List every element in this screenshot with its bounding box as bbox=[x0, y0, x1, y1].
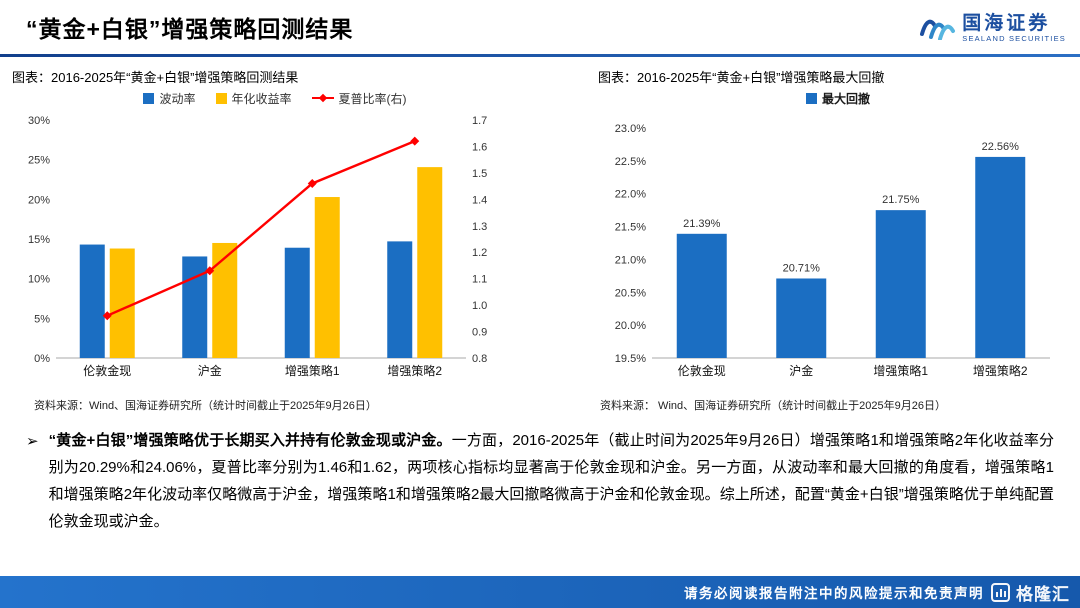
footer-bar: 请务必阅读报告附注中的风险提示和免责声明 格隆汇 bbox=[0, 576, 1080, 608]
legend-label: 夏普比率(右) bbox=[338, 91, 407, 106]
chart-text: 21.0% bbox=[615, 254, 646, 266]
chart-text: 25% bbox=[28, 155, 50, 167]
legend-item: 最大回撤 bbox=[805, 90, 870, 107]
legend-label: 最大回撤 bbox=[821, 91, 870, 106]
chart-text: 增强策略1 bbox=[873, 363, 928, 378]
bar bbox=[875, 210, 926, 358]
bar bbox=[387, 241, 413, 358]
chart-text: 0% bbox=[34, 353, 50, 365]
bar bbox=[212, 242, 238, 358]
chart-text: 增强策略2 bbox=[973, 363, 1028, 378]
sealand-wave-icon bbox=[918, 12, 956, 45]
legend-color-swatch-icon bbox=[215, 92, 227, 104]
bar bbox=[975, 156, 1026, 358]
logo-company-subtitle: SEALAND SECURITIES bbox=[962, 33, 1066, 43]
chart-text: 增强策略1 bbox=[285, 363, 340, 378]
chart-text: 伦敦金现 bbox=[83, 363, 131, 378]
chart-text: 0.9 bbox=[472, 327, 487, 339]
chart-text: 23.0% bbox=[615, 123, 646, 135]
logo-text: 国海证券 SEALAND SECURITIES bbox=[962, 12, 1066, 43]
bullet-arrow-icon: ➢ bbox=[26, 433, 39, 450]
chart-text: 伦敦金现 bbox=[678, 363, 726, 378]
bar bbox=[776, 278, 827, 358]
chart-text: 5% bbox=[34, 313, 50, 325]
legend-color-swatch-icon bbox=[805, 92, 817, 104]
chart-text: 21.39% bbox=[683, 218, 721, 230]
chart-text: 1.1 bbox=[472, 274, 487, 286]
line-series bbox=[106, 140, 416, 317]
chart-text: 沪金 bbox=[198, 363, 222, 378]
chart-svg: 0% 5% 10% 15% 20% 25% 30% 0.8 0.9 1.0 1.1 1.2 1.3 1.4… bbox=[28, 115, 487, 378]
legend-item: 年化收益率 bbox=[215, 90, 292, 107]
chart-text: 22.56% bbox=[982, 141, 1020, 153]
bar bbox=[182, 256, 208, 358]
chart-text: 20% bbox=[28, 194, 50, 206]
chart-source-backtest: 资料来源：Wind、国海证券研究所（统计时间截止于2025年9月26日） bbox=[34, 400, 377, 412]
legend-item: 夏普比率(右) bbox=[311, 90, 407, 107]
header: “黄金+白银”增强策略回测结果 国海证券 SEALAND SECURITIES bbox=[0, 0, 1080, 54]
line-marker-icon bbox=[102, 311, 112, 321]
gelonghui-watermark-text: 格隆汇 bbox=[1016, 585, 1070, 604]
chart-legend: 最大回撤 bbox=[596, 88, 1080, 108]
chart-text: 20.71% bbox=[783, 262, 821, 274]
analysis-paragraph: “黄金+白银”增强策略优于长期买入并持有伦敦金现或沪金。一方面，2016-202… bbox=[49, 427, 1054, 535]
legend-item: 波动率 bbox=[143, 90, 196, 107]
analysis-lead: “黄金+白银”增强策略优于长期买入并持有伦敦金现或沪金。 bbox=[48, 432, 452, 449]
bar bbox=[79, 244, 105, 358]
legend-label: 年化收益率 bbox=[231, 91, 292, 106]
legend-label: 波动率 bbox=[159, 91, 196, 106]
chart-text: 21.75% bbox=[882, 194, 920, 206]
footer-disclaimer: 请务必阅读报告附注中的风险提示和免责声明 bbox=[684, 586, 984, 601]
chart-text: 1.7 bbox=[472, 115, 487, 127]
bar bbox=[314, 197, 340, 358]
chart-text: 20.0% bbox=[615, 320, 646, 332]
chart-svg: 19.5% 20.0% 20.5% 21.0% 21.5% 22.0% 22.5% 23.0%… bbox=[615, 123, 1050, 378]
chart-text: 22.5% bbox=[615, 156, 646, 168]
bar bbox=[676, 233, 727, 358]
bar bbox=[109, 248, 135, 358]
page-title: “黄金+白银”增强策略回测结果 bbox=[26, 16, 354, 42]
header-divider bbox=[0, 54, 1080, 57]
chart-text: 1.0 bbox=[472, 300, 487, 312]
line-marker-icon bbox=[307, 178, 317, 188]
chart-text: 30% bbox=[28, 115, 50, 127]
gelonghui-logo-icon bbox=[991, 583, 1010, 602]
backtest-combo-chart: 波动率 年化收益率 夏普比率(右) 0% 5% 10% 15% 20% 25% 30% 0.8 0.9… bbox=[10, 88, 540, 393]
chart-text: 20.5% bbox=[615, 287, 646, 299]
chart-text: 沪金 bbox=[789, 363, 813, 378]
chart-text: 19.5% bbox=[615, 353, 646, 365]
chart-text: 1.5 bbox=[472, 168, 487, 180]
chart-text: 1.3 bbox=[472, 221, 487, 233]
chart-source-drawdown: 资料来源： Wind、国海证券研究所（统计时间截止于2025年9月26日） bbox=[600, 400, 946, 412]
chart-caption-drawdown: 图表：2016-2025年“黄金+白银”增强策略最大回撤 bbox=[598, 70, 885, 85]
logo-company-name: 国海证券 bbox=[962, 12, 1051, 34]
chart-caption-backtest: 图表：2016-2025年“黄金+白银”增强策略回测结果 bbox=[12, 70, 299, 85]
chart-block-backtest: 图表：2016-2025年“黄金+白银”增强策略回测结果 波动率 年化收益率 夏普比… bbox=[0, 65, 540, 413]
chart-legend: 波动率 年化收益率 夏普比率(右) bbox=[10, 88, 540, 108]
drawdown-bar-chart: 最大回撤 19.5% 20.0% 20.5% 21.0% 21.5% 22.0% 22.5% 2… bbox=[596, 88, 1080, 393]
legend-color-swatch-icon bbox=[143, 92, 155, 104]
analysis-body: 一方面，2016-2025年（截止时间为2025年9月26日）增强策略1和增强策… bbox=[48, 432, 1054, 530]
gelonghui-watermark: 格隆汇 bbox=[991, 580, 1070, 605]
line-marker-icon bbox=[205, 266, 215, 276]
chart-text: 1.2 bbox=[472, 247, 487, 259]
chart-text: 1.6 bbox=[472, 141, 487, 153]
chart-text: 0.8 bbox=[472, 353, 487, 365]
analysis-section: ➢ “黄金+白银”增强策略优于长期买入并持有伦敦金现或沪金。一方面，2016-2… bbox=[0, 413, 1080, 535]
company-logo: 国海证券 SEALAND SECURITIES bbox=[918, 12, 1066, 45]
bar bbox=[284, 247, 310, 358]
chart-text: 22.0% bbox=[615, 189, 646, 201]
chart-text: 21.5% bbox=[615, 222, 646, 234]
bar bbox=[417, 167, 443, 358]
chart-text: 1.4 bbox=[472, 194, 487, 206]
chart-text: 15% bbox=[28, 234, 50, 246]
legend-line-marker-icon bbox=[311, 93, 334, 103]
charts-row: 图表：2016-2025年“黄金+白银”增强策略回测结果 波动率 年化收益率 夏普比… bbox=[0, 57, 1080, 413]
line-marker-icon bbox=[410, 136, 420, 146]
chart-block-drawdown: 图表：2016-2025年“黄金+白银”增强策略最大回撤 最大回撤 19.5% 20… bbox=[540, 65, 1080, 413]
chart-text: 10% bbox=[28, 274, 50, 286]
chart-text: 增强策略2 bbox=[387, 363, 442, 378]
